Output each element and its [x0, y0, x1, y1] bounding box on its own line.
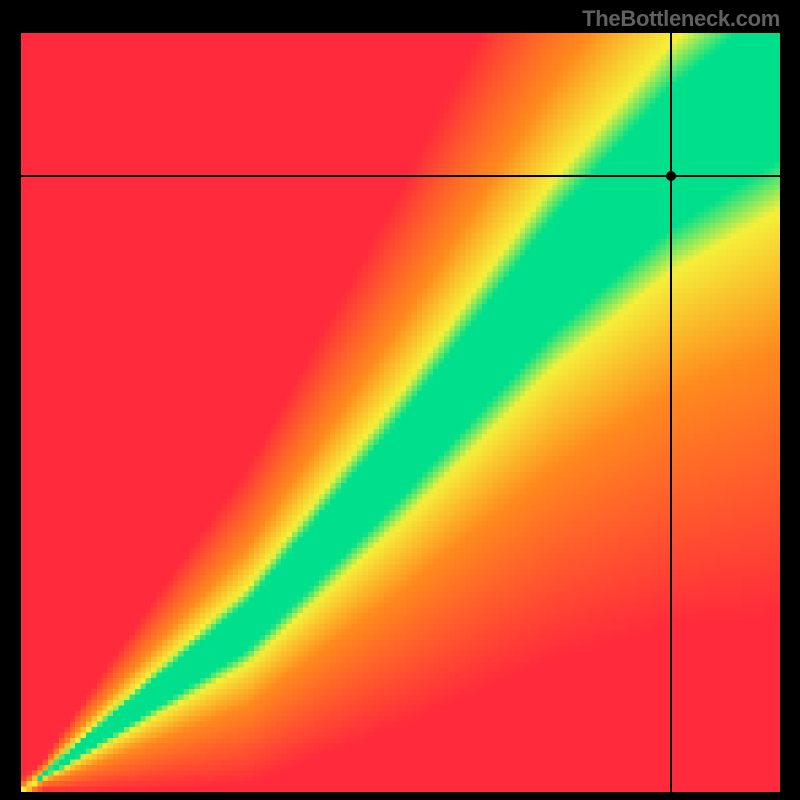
watermark-text: TheBottleneck.com: [582, 6, 780, 32]
bottleneck-heatmap: [21, 33, 780, 792]
heatmap-canvas: [21, 33, 780, 792]
